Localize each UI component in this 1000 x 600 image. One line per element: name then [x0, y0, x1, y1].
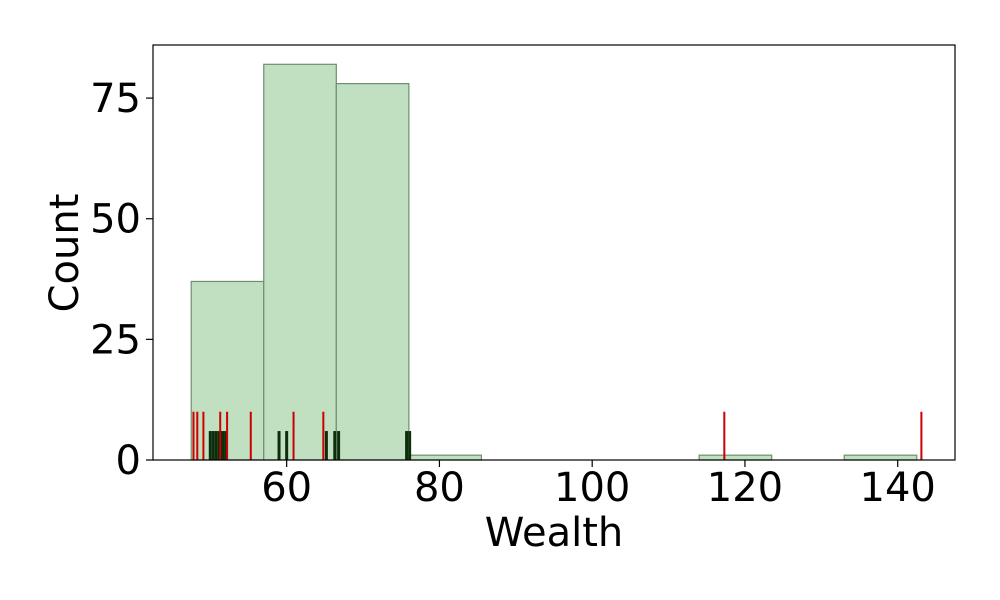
y-tick-label: 50 [90, 197, 141, 243]
histogram-bar [408, 454, 483, 461]
x-tick-label: 80 [414, 465, 465, 511]
histogram-bar [843, 454, 918, 461]
histogram-bar [698, 454, 773, 461]
rug-marks [192, 411, 923, 460]
x-tick-label: 140 [860, 465, 936, 511]
histogram-bars [190, 63, 918, 461]
y-tick-label: 0 [116, 438, 141, 484]
y-tick-label: 75 [90, 76, 141, 122]
plot-frame [152, 44, 956, 461]
y-axis-label: Count [42, 194, 88, 313]
histogram-bar [263, 63, 337, 461]
histogram-bar [335, 83, 410, 461]
x-tick-label: 60 [261, 465, 312, 511]
y-axis-ticks: 0 25 50 75 [90, 76, 153, 484]
x-axis-ticks: 60 80 100 120 140 [261, 460, 936, 511]
y-tick-label: 25 [90, 317, 141, 363]
x-tick-label: 100 [554, 465, 630, 511]
x-tick-label: 120 [707, 465, 783, 511]
x-axis-label: Wealth [485, 510, 623, 556]
